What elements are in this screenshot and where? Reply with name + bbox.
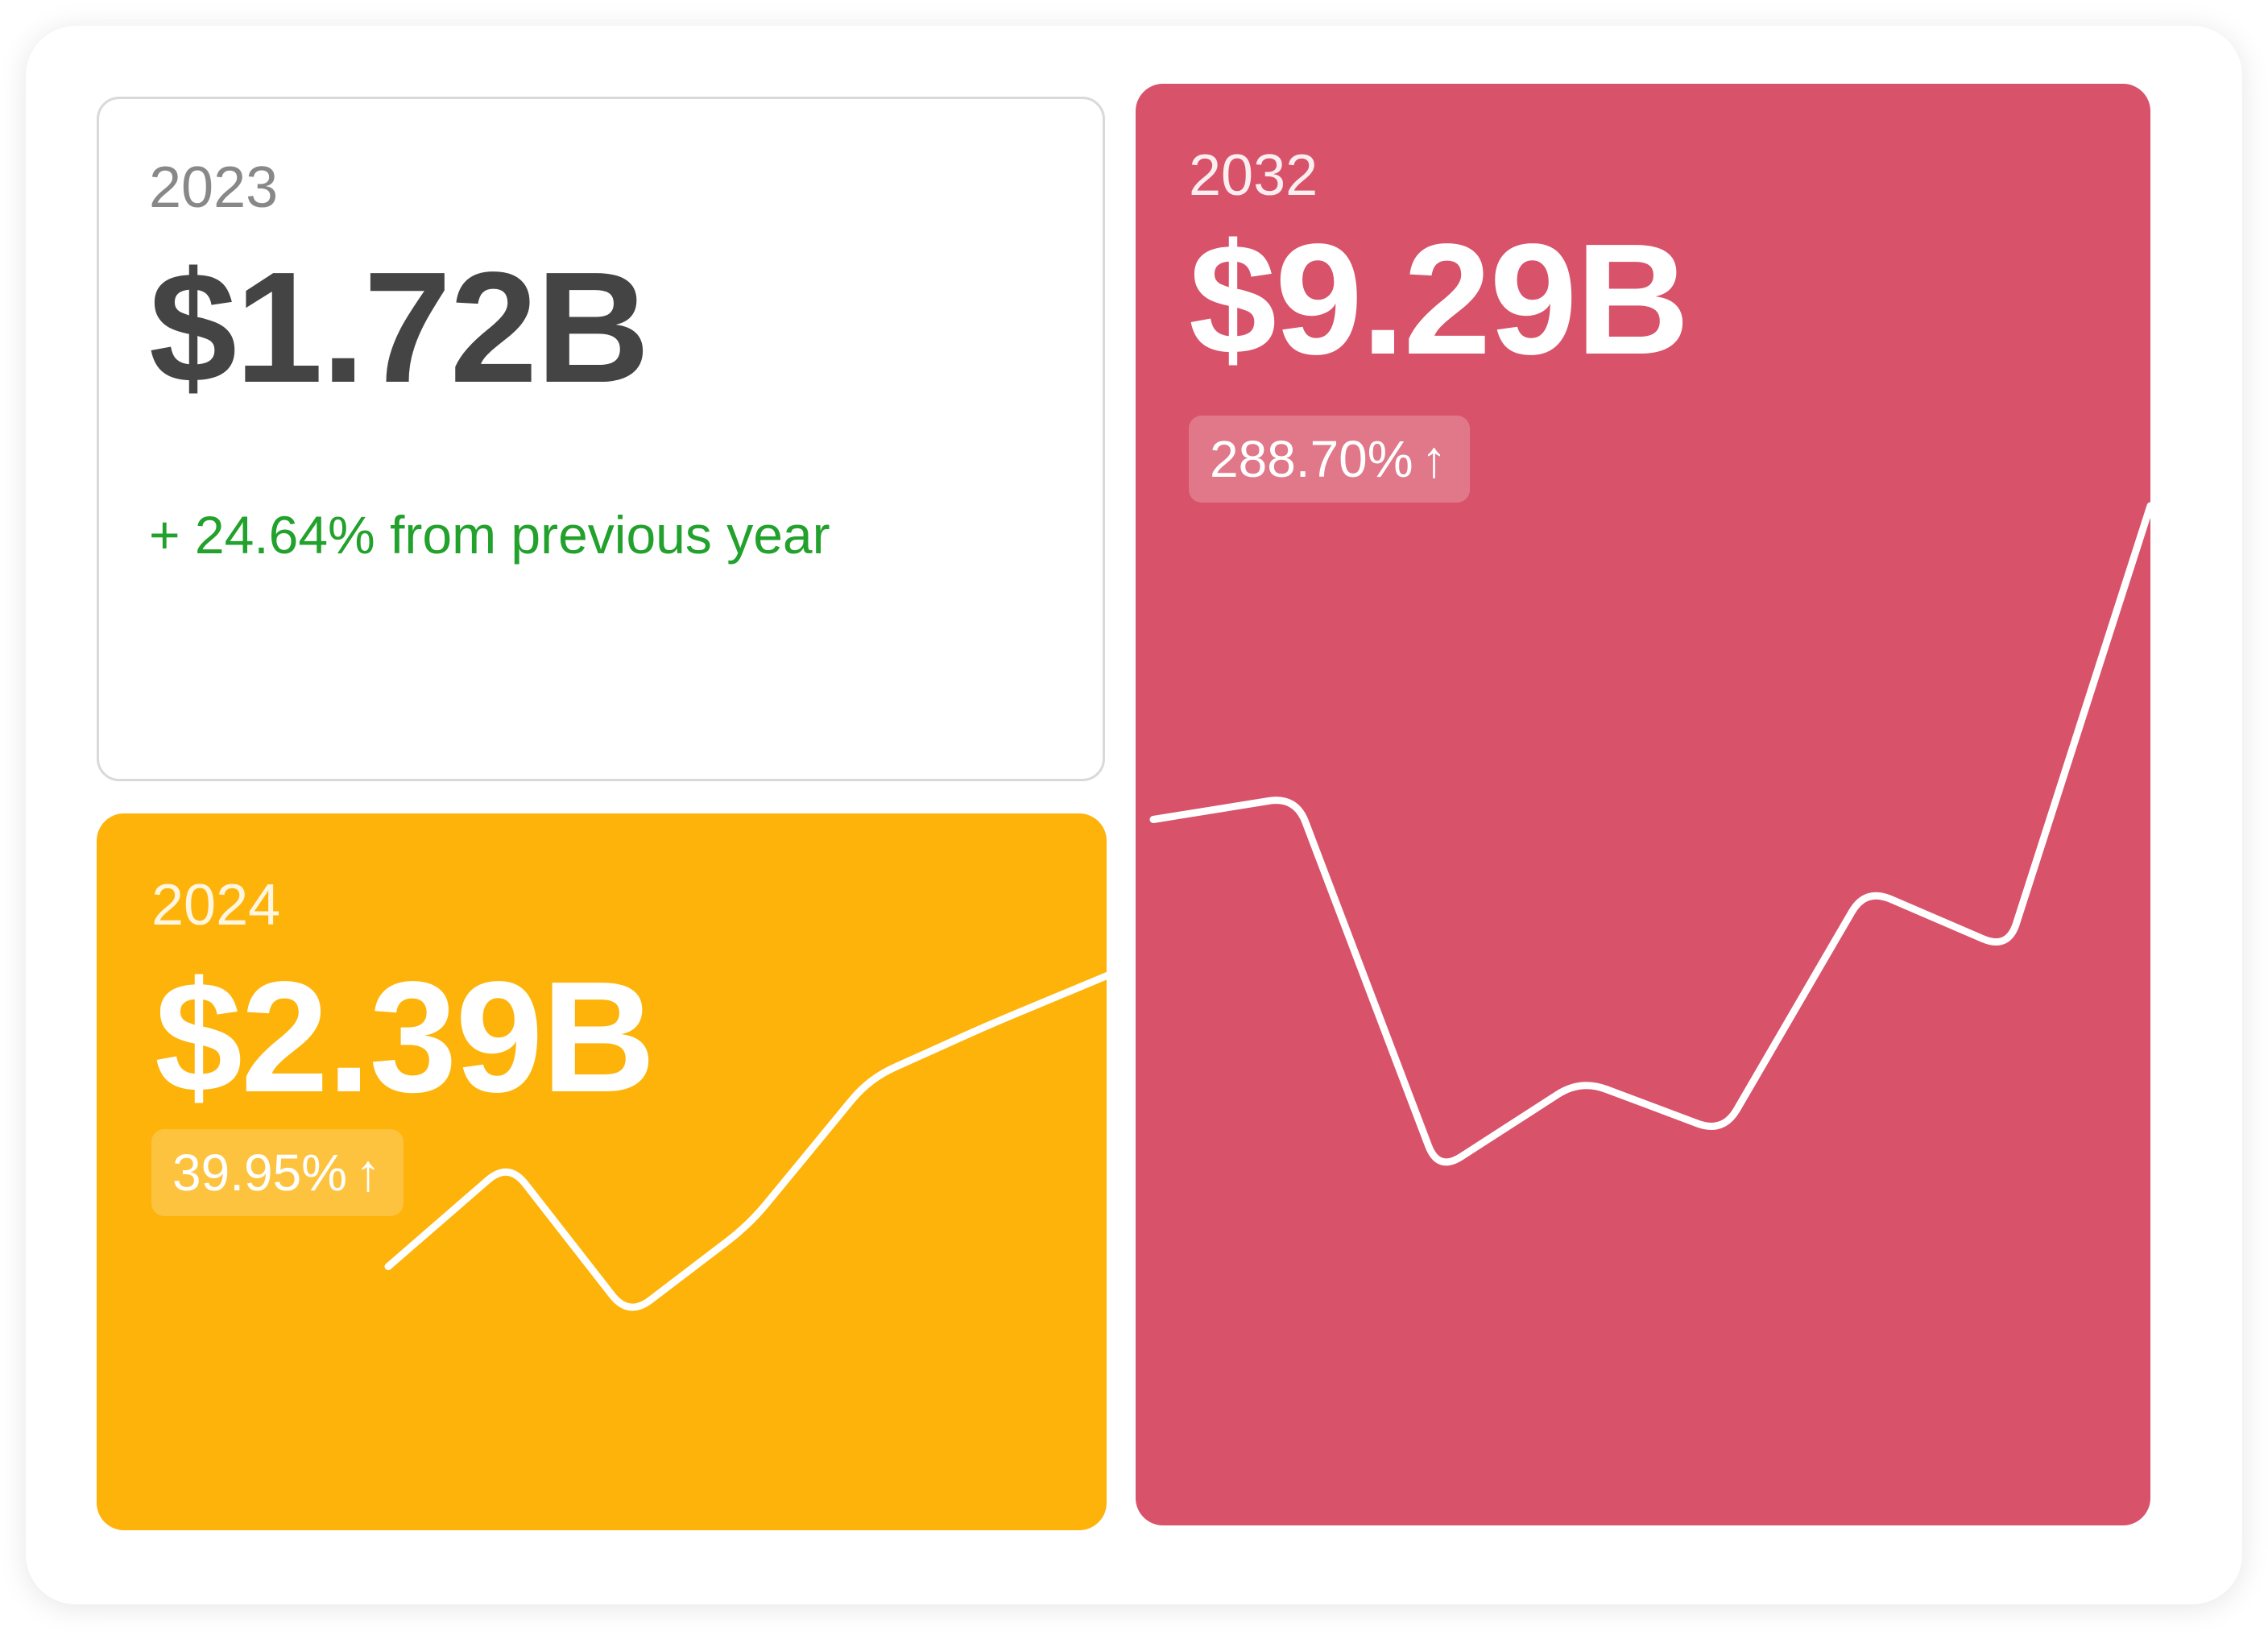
market-value: $2.39B xyxy=(155,949,656,1125)
arrow-up-icon: ↑ xyxy=(1421,430,1447,488)
growth-badge-text: 39.95% xyxy=(172,1144,348,1202)
market-value: $1.72B xyxy=(149,239,650,416)
growth-badge-text: 288.70% xyxy=(1210,430,1413,488)
growth-badge: 288.70% ↑ xyxy=(1189,416,1470,503)
card-2023: 2023 $1.72B + 24.64% from previous year xyxy=(97,97,1105,781)
arrow-up-icon: ↑ xyxy=(355,1144,382,1202)
growth-text: + 24.64% from previous year xyxy=(149,505,830,565)
year-label: 2024 xyxy=(151,873,281,937)
growth-badge: 39.95% ↑ xyxy=(151,1129,404,1216)
year-label: 2032 xyxy=(1189,143,1318,208)
year-label: 2023 xyxy=(149,155,279,220)
card-2032: 2032 $9.29B 288.70% ↑ xyxy=(1136,84,2150,1525)
card-2024: 2024 $2.39B 39.95% ↑ xyxy=(97,813,1107,1530)
market-value: $9.29B xyxy=(1189,211,1690,387)
